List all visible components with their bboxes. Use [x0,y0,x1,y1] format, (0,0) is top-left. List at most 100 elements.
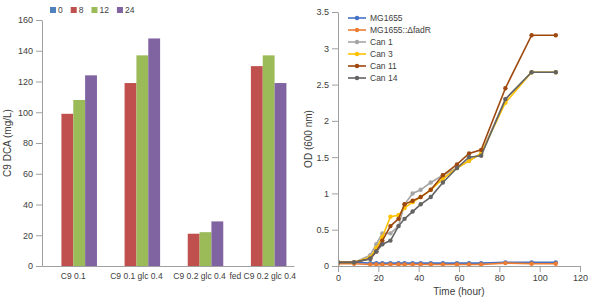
marker [479,153,483,157]
tick-label: C9 0.2 glc 0.4 [173,271,226,281]
legend-label: Can 14 [370,73,398,83]
tick-label: 0 [28,261,33,271]
axis-line [43,266,295,267]
marker [429,180,433,184]
marker [441,173,445,177]
tick-label: 20 [23,231,33,241]
marker [388,238,392,242]
line-series [338,261,558,266]
tick: 80 [495,266,505,283]
legend-marker [355,76,359,80]
marker [374,249,378,253]
marker [410,191,414,195]
tick-label: 40 [23,200,33,210]
line-series [338,70,558,265]
axis-title: Time (hour) [433,286,484,297]
legend-label: Can 11 [370,61,397,71]
line-series [338,33,558,265]
legend-item: 8 [71,5,84,15]
tick-label: 2 [324,116,329,126]
tick-mark [36,205,42,206]
marker [429,188,433,192]
tick-label: 3 [324,44,329,54]
legend-label: MG1655 [370,13,403,23]
tick-mark [332,157,338,158]
marker [374,262,378,266]
line [338,72,556,262]
line-series [338,70,558,265]
marker [352,260,356,264]
legend-item: MG1655 [348,13,403,23]
tick-mark [459,266,460,272]
tick: 0 [336,266,341,283]
tick-mark [580,266,581,272]
axis: 00.511.522.533.5 [316,7,338,271]
bar-series [85,38,286,266]
tick-mark [36,51,42,52]
marker [388,262,392,266]
tick: 60 [23,169,42,179]
marker [388,231,392,235]
marker [402,202,406,206]
tick: 80 [23,138,42,148]
bar-chart: 020406080100120140160C9 0.1C9 0.1 glc 0.… [2,5,296,281]
legend-swatch [91,7,97,13]
marker [418,195,422,199]
tick-mark [36,174,42,175]
tick: 3.5 [316,7,338,17]
bar [263,55,275,266]
bar [148,38,160,266]
marker [529,70,533,74]
marker [352,260,356,264]
marker [503,97,507,101]
tick-mark [36,112,42,113]
tick-mark [36,82,42,83]
marker [374,249,378,253]
marker [352,260,356,264]
tick-label: 0 [324,261,329,271]
legend-swatch [50,7,56,13]
marker [368,262,372,266]
marker [455,166,459,170]
tick-mark [36,235,42,236]
tick-mark [499,266,500,272]
tick-label: 0 [336,273,341,283]
tick: 0 [324,261,338,271]
marker [410,209,414,213]
marker [503,260,507,264]
tick-label: 1 [324,189,329,199]
tick-mark [540,266,541,272]
marker [396,224,400,228]
legend-item: Can 11 [348,61,397,71]
bar [136,55,148,266]
marker [429,188,433,192]
bar [188,234,200,266]
bar [85,75,97,266]
tick: 2.5 [316,80,338,90]
tick: 1 [324,189,338,199]
marker [441,262,445,266]
marker [529,33,533,37]
legend-marker [355,64,359,68]
tick-mark [419,266,420,272]
marker [455,262,459,266]
bar [251,66,263,266]
tick-label: 100 [18,108,33,118]
line-chart: 00.511.522.533.5020406080100120OD (600 n… [303,7,588,297]
marker [352,260,356,264]
axis-title: OD (600 nm) [303,110,314,168]
bar [200,232,212,266]
marker [529,70,533,74]
bar-series [61,66,262,266]
tick: 20 [23,231,42,241]
tick-mark [332,266,338,267]
tick-label: 80 [495,273,505,283]
line-series [338,70,558,265]
tick-mark [332,85,338,86]
marker [429,195,433,199]
marker [352,260,356,264]
line [338,72,556,262]
marker [410,262,414,266]
tick: 160 [18,15,42,25]
marker [402,262,406,266]
